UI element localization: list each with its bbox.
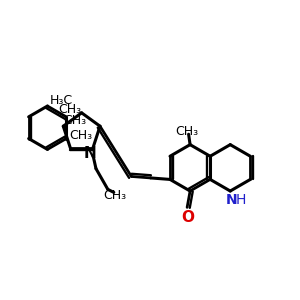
Text: CH₃: CH₃ [176,125,199,138]
Text: CH₃: CH₃ [58,103,81,116]
Text: CH₃: CH₃ [104,189,127,202]
Text: O: O [181,210,194,225]
Text: CH₃: CH₃ [64,114,87,127]
Text: H: H [236,193,246,207]
Text: N: N [84,146,96,161]
Text: H₃C: H₃C [49,94,72,107]
Text: N: N [226,193,238,207]
Text: CH₃: CH₃ [70,129,93,142]
